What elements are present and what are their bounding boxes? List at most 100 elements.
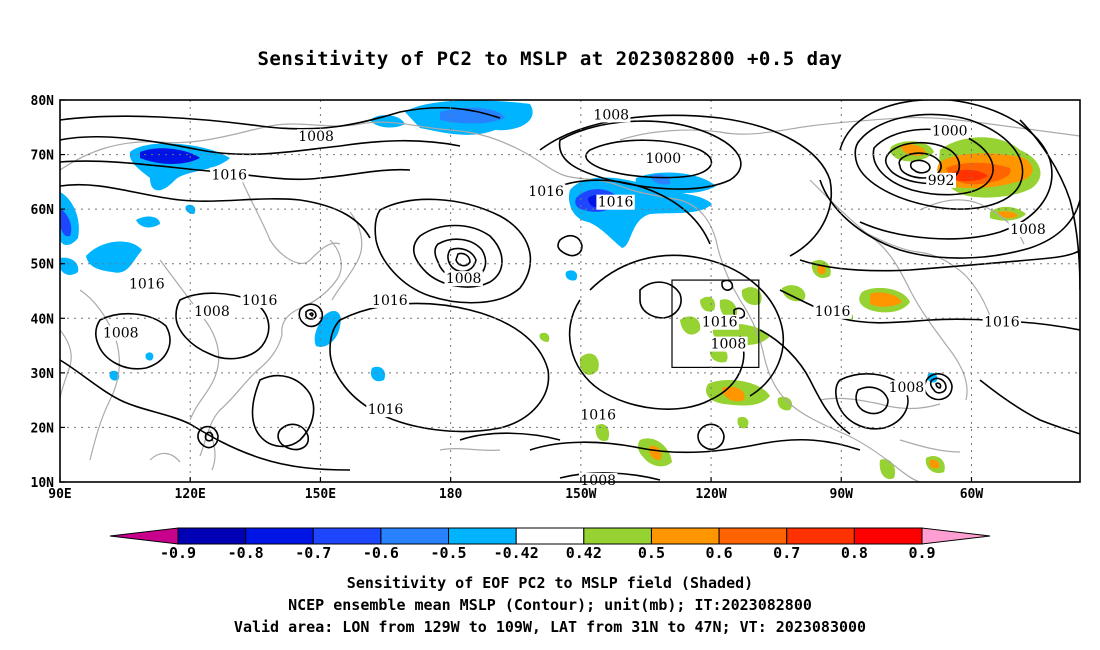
colorbar-swatch: [245, 527, 314, 545]
contour-label: 1016: [129, 277, 165, 293]
mslp-contours: [60, 100, 1080, 481]
contour-label-bg: [926, 172, 957, 188]
contour-label-bg: [930, 123, 969, 139]
lat-axis: 80N 70N 60N 50N 40N 30N 20N 10N: [31, 94, 65, 491]
contour-label-bg: [192, 303, 232, 319]
contour-label: 1008: [593, 107, 629, 123]
lat-label: 60N: [31, 203, 55, 218]
lon-label: 120E: [175, 487, 206, 502]
lon-label: 120W: [695, 487, 726, 502]
lat-label: 40N: [31, 312, 55, 327]
contour-label-bg: [813, 303, 852, 319]
footer: Sensitivity of EOF PC2 to MSLP field (Sh…: [0, 572, 1100, 638]
colorbar-label: 0.6: [706, 544, 733, 562]
contour-label-bg: [526, 183, 566, 199]
contour-label: 1000: [932, 124, 968, 140]
colorbar-label: -0.6: [363, 544, 399, 562]
contour-label-bg: [370, 292, 410, 308]
contour-label: 1016: [815, 304, 851, 320]
colorbar-swatch: [312, 527, 382, 545]
contour-label: 1016: [368, 402, 404, 418]
lon-label: 90W: [830, 487, 854, 502]
lat-label: 10N: [31, 476, 55, 491]
contour-label-bg: [700, 314, 739, 330]
lon-label: 180: [439, 487, 463, 502]
contour-label: 1008: [711, 337, 747, 353]
lon-label: 150E: [305, 487, 336, 502]
colorbar-swatch: [650, 527, 720, 545]
contour-label: 992: [928, 173, 955, 189]
contour-label-bg: [127, 276, 167, 292]
lon-label: 150W: [565, 487, 596, 502]
colorbar-swatch: [448, 527, 517, 545]
contour-label: 1016: [211, 167, 247, 183]
contour-label: 1000: [645, 151, 681, 167]
contour-label-bg: [982, 314, 1022, 330]
colorbar-swatch: [786, 527, 855, 545]
colorbar-swatch: [515, 527, 585, 545]
lat-label: 70N: [31, 149, 55, 164]
contour-label-bg: [596, 194, 635, 210]
contour-label-bg: [296, 129, 336, 145]
colorbar: -0.9 -0.8 -0.7 -0.6 -0.5 -0.42 0.42 0.5 0.6 0.7 0.…: [109, 527, 991, 562]
sensitivity-shading: [60, 100, 1041, 480]
valid-area-box: [671, 279, 760, 369]
lon-axis: 90E 120E 150E 180 150W 120W 90W 60W: [48, 477, 983, 502]
lon-label: 60W: [960, 487, 984, 502]
contour-label: 1016: [528, 184, 564, 200]
contour-label: 1016: [702, 315, 738, 331]
colorbar-label: -0.5: [430, 544, 466, 562]
contour-label-bg: [579, 473, 618, 488]
colorbar-label: 0.42: [566, 544, 602, 562]
contour-label: 1016: [372, 293, 408, 309]
contour-label: 1008: [103, 326, 139, 342]
colorbar-swatch: [853, 527, 923, 545]
colorbar-label: 0.5: [638, 544, 665, 562]
colorbar-label: 0.9: [908, 544, 935, 562]
contour-label-bg: [101, 325, 140, 341]
colorbar-swatch: [177, 527, 247, 545]
contour-label-bg: [1008, 221, 1048, 237]
contour-label-bg: [210, 167, 249, 183]
colorbar-swatch: [718, 527, 788, 545]
lat-label: 50N: [31, 258, 55, 273]
contour-label: 1016: [580, 408, 616, 424]
lat-label: 30N: [31, 367, 55, 382]
colorbar-label: -0.9: [160, 544, 196, 562]
lat-label: 20N: [31, 421, 55, 436]
colorbar-swatch: [380, 527, 450, 545]
contour-label: 1008: [580, 473, 616, 489]
contour-label: 1016: [242, 293, 278, 309]
contour-label-bg: [579, 407, 618, 423]
footer-line-1: Sensitivity of EOF PC2 to MSLP field (Sh…: [346, 574, 754, 592]
footer-line-2: NCEP ensemble mean MSLP (Contour); unit(…: [288, 596, 812, 614]
lat-label: 80N: [31, 94, 55, 109]
contour-labels: 1008 1016 1016 1016 1008 1008 1016 1008 1016 1008…: [101, 107, 1048, 489]
colorbar-label: -0.8: [228, 544, 264, 562]
contour-label: 1008: [446, 271, 482, 287]
contour-label-bg: [592, 107, 631, 123]
contour-label: 1016: [984, 315, 1020, 331]
colorbar-label: 0.8: [841, 544, 868, 562]
contour-label: 1008: [298, 129, 334, 145]
contour-label-bg: [644, 151, 683, 167]
colorbar-label: -0.42: [494, 544, 539, 562]
contour-label-bg: [887, 380, 926, 396]
coastlines: [60, 116, 1080, 482]
contour-label: 1008: [1010, 222, 1046, 238]
colorbar-arrow-low: [109, 527, 179, 545]
contour-label-bg: [366, 402, 405, 418]
contour-label-bg: [240, 292, 279, 308]
contour-label: 1008: [889, 380, 925, 396]
contour-label: 1008: [194, 304, 230, 320]
contour-label: 1016: [598, 195, 634, 211]
colorbar-arrow-high: [921, 527, 991, 545]
contour-label-bg: [444, 271, 483, 287]
colorbar-swatch: [583, 527, 652, 545]
map-title: Sensitivity of PC2 to MSLP at 2023082800…: [257, 48, 843, 70]
contour-label-bg: [709, 336, 748, 352]
map-frame: [59, 99, 1081, 483]
colorbar-label: 0.7: [773, 544, 800, 562]
lon-label: 90E: [48, 487, 71, 502]
